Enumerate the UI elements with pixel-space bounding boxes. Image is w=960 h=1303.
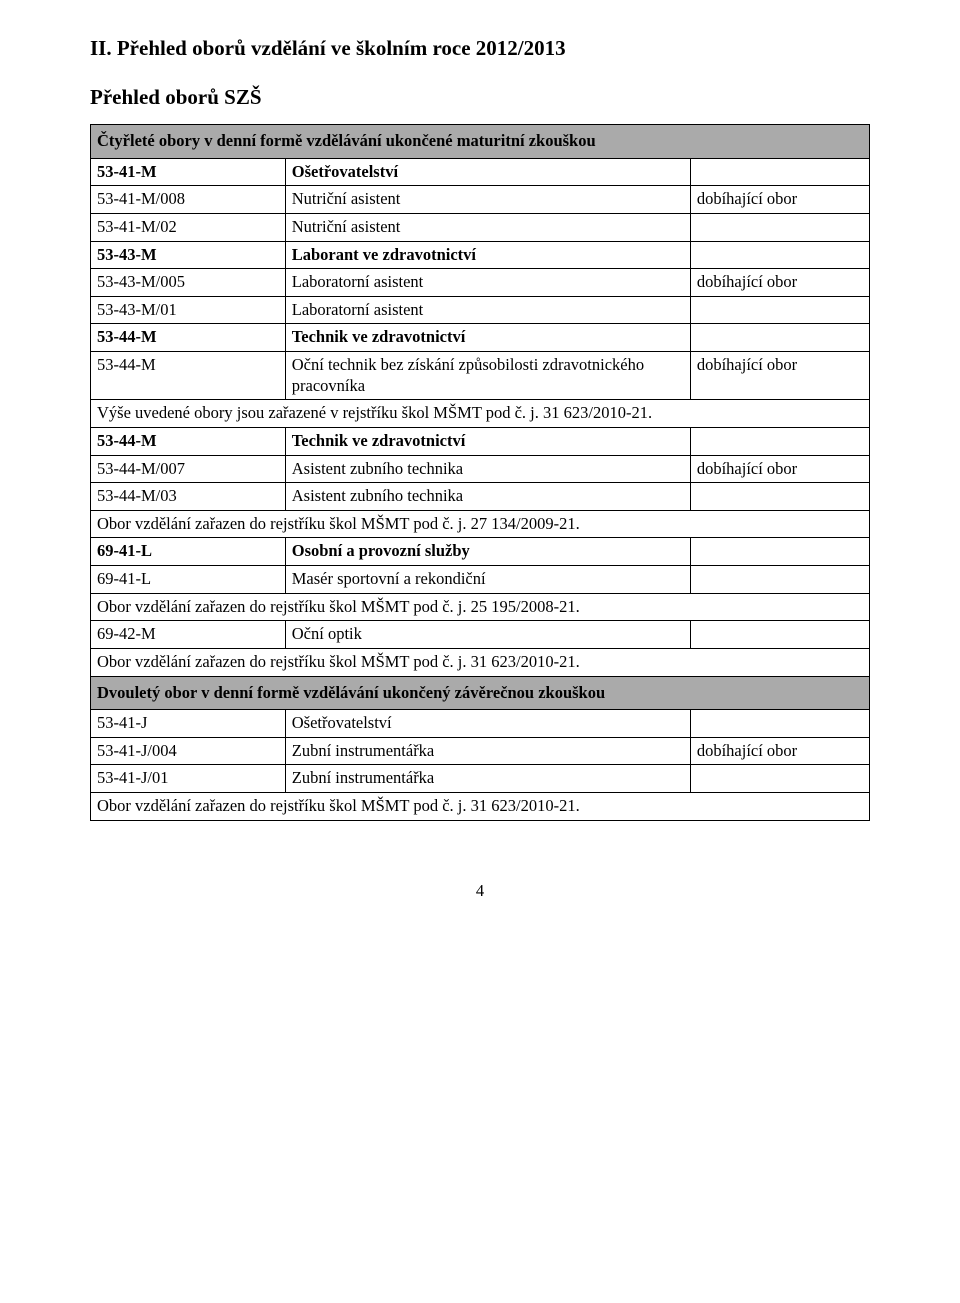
group-header: 53-44-M Technik ve zdravotnictví [91, 427, 870, 455]
table-row: 53-44-M Oční technik bez získání způsobi… [91, 352, 870, 400]
row-code: 53-41-M/008 [91, 186, 286, 214]
row-code: 53-41-M/02 [91, 213, 286, 241]
section-heading: II. Přehled oborů vzdělání ve školním ro… [90, 36, 870, 61]
group-code: 53-43-M [91, 241, 286, 269]
group-name: Ošetřovatelství [285, 158, 690, 186]
group-header: 53-41-M Ošetřovatelství [91, 158, 870, 186]
table-row: 69-42-M Oční optik [91, 621, 870, 649]
table-row: 53-44-M/007 Asistent zubního technika do… [91, 455, 870, 483]
row-note: dobíhající obor [690, 352, 869, 400]
row-code: 53-41-J/01 [91, 765, 286, 793]
group-footer-text: Obor vzdělání zařazen do rejstříku škol … [91, 593, 870, 621]
row-name: Zubní instrumentářka [285, 765, 690, 793]
programs-table: Čtyřleté obory v denní formě vzdělávání … [90, 124, 870, 821]
row-note [690, 296, 869, 324]
empty-cell [690, 538, 869, 566]
group-code: 53-44-M [91, 427, 286, 455]
group-header: 53-43-M Laborant ve zdravotnictví [91, 241, 870, 269]
empty-cell [690, 158, 869, 186]
row-name: Asistent zubního technika [285, 483, 690, 511]
empty-cell [690, 324, 869, 352]
row-note [690, 765, 869, 793]
group-header: 53-41-J Ošetřovatelství [91, 710, 870, 738]
band-header: Čtyřleté obory v denní formě vzdělávání … [91, 125, 870, 159]
row-note [690, 621, 869, 649]
table-row: 53-41-M/008 Nutriční asistent dobíhající… [91, 186, 870, 214]
row-name: Laboratorní asistent [285, 296, 690, 324]
row-name: Oční optik [285, 621, 690, 649]
empty-cell [690, 710, 869, 738]
band-title: Dvouletý obor v denní formě vzdělávání u… [91, 676, 870, 710]
group-header: 69-41-L Osobní a provozní služby [91, 538, 870, 566]
table-row: 53-41-J/01 Zubní instrumentářka [91, 765, 870, 793]
row-name: Nutriční asistent [285, 213, 690, 241]
row-note [690, 213, 869, 241]
group-code: 53-41-M [91, 158, 286, 186]
subheading: Přehled oborů SZŠ [90, 85, 870, 110]
group-footer-text: Obor vzdělání zařazen do rejstříku škol … [91, 510, 870, 538]
row-code: 53-43-M/01 [91, 296, 286, 324]
row-code: 53-41-J/004 [91, 737, 286, 765]
row-name: Nutriční asistent [285, 186, 690, 214]
group-code: 53-44-M [91, 324, 286, 352]
group-footer: Obor vzdělání zařazen do rejstříku škol … [91, 793, 870, 821]
group-footer: Výše uvedené obory jsou zařazené v rejst… [91, 400, 870, 428]
row-note: dobíhající obor [690, 186, 869, 214]
group-name: Ošetřovatelství [285, 710, 690, 738]
row-code: 53-44-M/007 [91, 455, 286, 483]
page: II. Přehled oborů vzdělání ve školním ro… [0, 0, 960, 941]
group-footer: Obor vzdělání zařazen do rejstříku škol … [91, 593, 870, 621]
row-note: dobíhající obor [690, 737, 869, 765]
table-row: 69-41-L Masér sportovní a rekondiční [91, 566, 870, 594]
row-name: Masér sportovní a rekondiční [285, 566, 690, 594]
row-code: 53-43-M/005 [91, 269, 286, 297]
band-header: Dvouletý obor v denní formě vzdělávání u… [91, 676, 870, 710]
row-name: Laboratorní asistent [285, 269, 690, 297]
row-name: Zubní instrumentářka [285, 737, 690, 765]
row-note [690, 483, 869, 511]
empty-cell [690, 241, 869, 269]
band-title: Čtyřleté obory v denní formě vzdělávání … [91, 125, 870, 159]
row-note: dobíhající obor [690, 269, 869, 297]
empty-cell [690, 427, 869, 455]
page-number: 4 [90, 881, 870, 901]
table-row: 53-43-M/005 Laboratorní asistent dobíhaj… [91, 269, 870, 297]
row-code: 53-44-M/03 [91, 483, 286, 511]
group-footer: Obor vzdělání zařazen do rejstříku škol … [91, 510, 870, 538]
row-note [690, 566, 869, 594]
group-code: 69-41-L [91, 538, 286, 566]
row-code: 69-41-L [91, 566, 286, 594]
group-name: Technik ve zdravotnictví [285, 427, 690, 455]
group-footer: Obor vzdělání zařazen do rejstříku škol … [91, 648, 870, 676]
group-footer-text: Výše uvedené obory jsou zařazené v rejst… [91, 400, 870, 428]
group-footer-text: Obor vzdělání zařazen do rejstříku škol … [91, 793, 870, 821]
table-row: 53-44-M/03 Asistent zubního technika [91, 483, 870, 511]
group-name: Laborant ve zdravotnictví [285, 241, 690, 269]
group-code: 53-41-J [91, 710, 286, 738]
group-footer-text: Obor vzdělání zařazen do rejstříku škol … [91, 648, 870, 676]
group-header: 53-44-M Technik ve zdravotnictví [91, 324, 870, 352]
row-name: Asistent zubního technika [285, 455, 690, 483]
row-note: dobíhající obor [690, 455, 869, 483]
table-row: 53-43-M/01 Laboratorní asistent [91, 296, 870, 324]
group-name: Technik ve zdravotnictví [285, 324, 690, 352]
group-name: Osobní a provozní služby [285, 538, 690, 566]
table-row: 53-41-M/02 Nutriční asistent [91, 213, 870, 241]
table-row: 53-41-J/004 Zubní instrumentářka dobíhaj… [91, 737, 870, 765]
row-name: Oční technik bez získání způsobilosti zd… [285, 352, 690, 400]
row-code: 69-42-M [91, 621, 286, 649]
row-code: 53-44-M [91, 352, 286, 400]
